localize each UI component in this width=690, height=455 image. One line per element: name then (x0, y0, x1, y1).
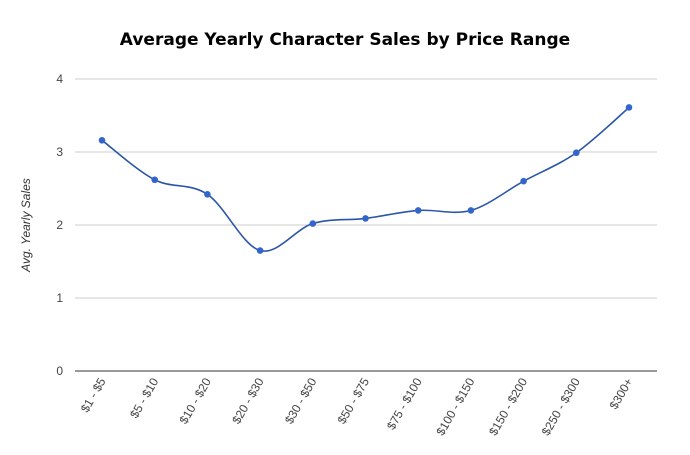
series-line (101, 106, 630, 252)
x-tick-label: $30 - $50 (282, 375, 320, 426)
x-tick-label: $250 - $300 (539, 375, 583, 438)
x-tick-label: $5 - $10 (127, 375, 161, 420)
data-point (98, 137, 106, 144)
data-point (151, 176, 158, 184)
y-tick-label: 3 (56, 145, 63, 159)
y-tick-label: 1 (56, 291, 63, 305)
data-point (414, 207, 422, 214)
data-point (256, 247, 264, 254)
x-tick-label: $75 - $100 (384, 375, 425, 432)
y-tick-label: 4 (56, 72, 63, 86)
x-tick-label: $100 - $150 (433, 375, 477, 438)
y-axis-title: Avg. Yearly Sales (19, 178, 33, 273)
grid-lines (75, 78, 657, 372)
x-tick-label: $1 - $5 (78, 375, 109, 415)
data-point (573, 149, 580, 157)
data-point (467, 207, 475, 214)
data-points (98, 104, 633, 254)
x-tick-label: $10 - $20 (177, 375, 215, 426)
y-tick-labels: 0 1 2 3 4 (56, 72, 63, 378)
x-tick-labels: $1 - $5 $5 - $10 $10 - $20 $20 - $30 $30 - $… (78, 375, 636, 438)
x-tick-label: $300+ (607, 376, 636, 412)
x-tick-label: $150 - $200 (486, 375, 530, 438)
y-tick-label: 0 (56, 364, 63, 378)
data-point (362, 215, 369, 222)
x-tick-label: $50 - $75 (335, 375, 373, 426)
data-point (204, 191, 211, 198)
data-point (625, 104, 633, 111)
chart-title: Average Yearly Character Sales by Price … (119, 30, 571, 50)
x-tick-label: $20 - $30 (229, 375, 267, 426)
y-tick-label: 2 (56, 218, 63, 232)
data-point (520, 177, 527, 185)
data-point (309, 220, 317, 227)
